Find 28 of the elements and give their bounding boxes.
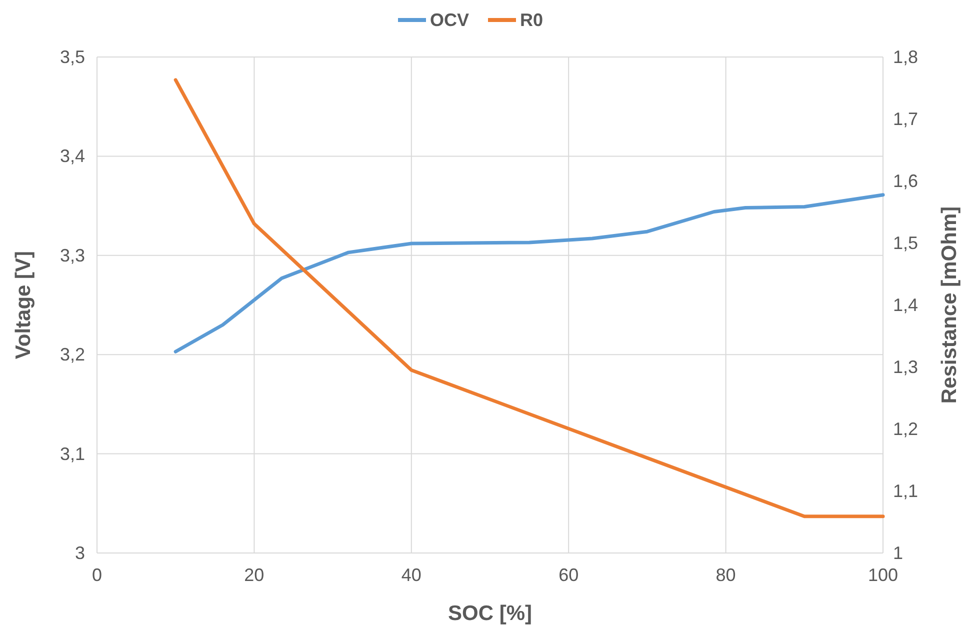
y-tick-label: 3,2	[60, 344, 85, 365]
x-tick-label: 80	[716, 565, 736, 585]
x-tick-label: 20	[244, 565, 264, 585]
y2-tick-label: 1,5	[893, 233, 918, 253]
y2-tick-label: 1,1	[893, 481, 918, 501]
y2-axis-title: Resistance [mOhm]	[938, 206, 961, 404]
x-tick-label: 0	[92, 565, 102, 585]
line-series	[174, 193, 885, 354]
line-series	[174, 78, 885, 518]
y2-tick-label: 1,2	[893, 419, 918, 439]
y-tick-label: 3,1	[60, 444, 85, 464]
x-tick-label: 100	[868, 565, 898, 585]
y2-tick-label: 1,4	[893, 295, 918, 315]
y2-tick-label: 1,8	[893, 47, 918, 67]
y-tick-label: 3,5	[60, 47, 85, 67]
x-tick-label: 60	[558, 565, 579, 585]
y-tick-label: 3,3	[60, 245, 85, 266]
y2-tick-label: 1,7	[893, 109, 918, 129]
y2-tick-label: 1,3	[893, 357, 918, 377]
y-axis-title: Voltage [V]	[12, 250, 35, 360]
x-axis-title: SOC [%]	[448, 602, 532, 625]
y2-tick-label: 1,6	[893, 171, 918, 191]
x-tick-label: 40	[401, 565, 422, 585]
legend-label: R0	[520, 10, 544, 30]
y2-tick-label: 1	[893, 543, 904, 563]
legend-label: OCV	[430, 10, 470, 30]
y-tick-label: 3	[74, 543, 85, 563]
y-tick-label: 3,4	[60, 146, 85, 166]
